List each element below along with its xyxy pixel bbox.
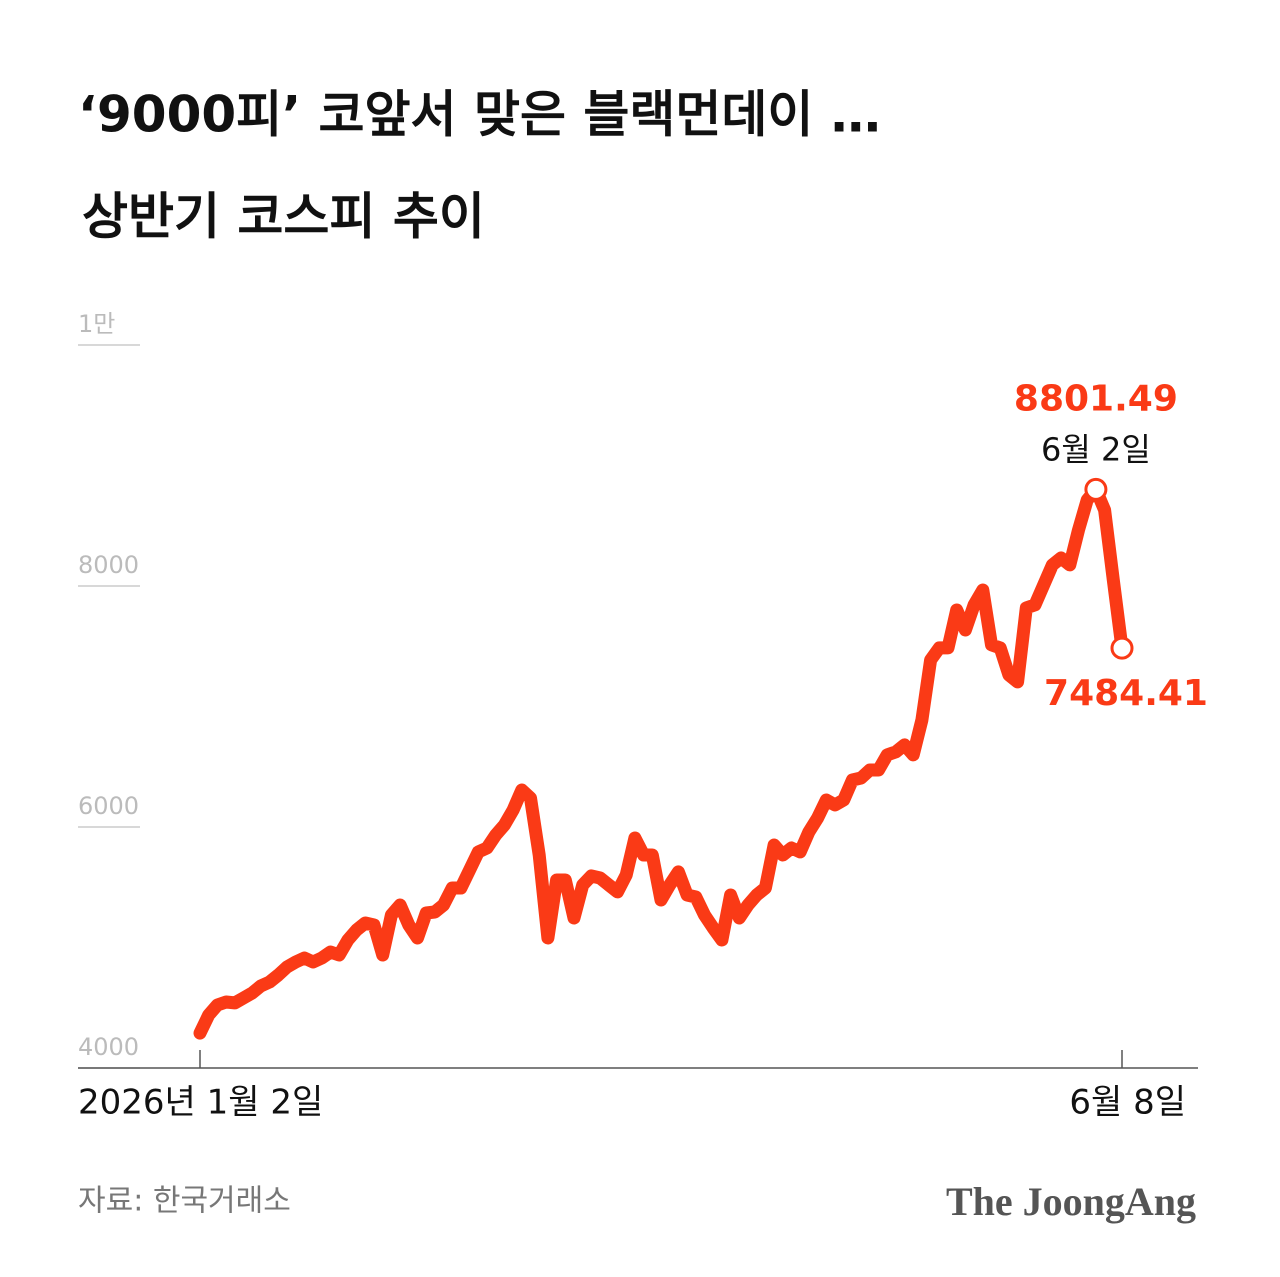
marker [1110,636,1134,660]
value-label: 7484.41 [1044,673,1208,714]
chart-title: 상반기 코스피 추이 [82,188,485,246]
x-tick-label: 2026년 1월 2일 [78,1083,323,1123]
line [193,482,1129,1040]
y-tick-label: 6000 [78,792,139,820]
y-tick-label: 4000 [78,1033,139,1061]
marker [1084,477,1108,501]
x-tick-label: 6월 8일 [1069,1083,1186,1123]
chart-title: ‘9000피’ 코앞서 맞은 블랙먼데이 … [78,86,881,144]
source: 자료: 한국거래소 [78,1184,291,1219]
logo: The JoongAng [946,1179,1196,1224]
value-label: 8801.49 [1014,378,1178,419]
y-tick-label: 8000 [78,551,139,579]
y-tick-label: 1만 [78,310,115,338]
annotation: 6월 2일 [1041,430,1151,468]
